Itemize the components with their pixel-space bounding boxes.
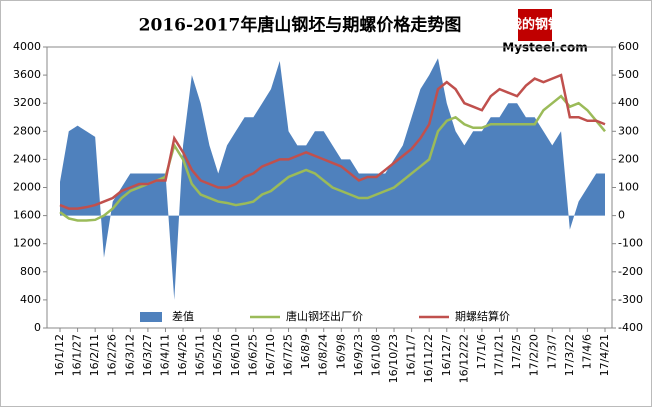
chart-title: 2016-2017年唐山钢坯与期螺价格走势图 — [139, 15, 462, 36]
x-tick-label: 16/8/24 — [317, 334, 330, 376]
y2-tick-label: 600 — [618, 40, 639, 53]
x-tick-label: 17/2/5 — [510, 334, 523, 369]
y-tick-label: 0 — [34, 321, 41, 334]
line — [59, 73, 606, 210]
y-tick-label: 1200 — [13, 237, 41, 250]
x-tick-label: 16/9/23 — [352, 334, 365, 376]
y2-tick-label: -100 — [618, 237, 643, 250]
y2-tick-label: -200 — [618, 265, 643, 278]
x-tick-label: 16/3/27 — [141, 334, 154, 376]
y-tick-label: 2800 — [13, 124, 41, 137]
y2-tick-label: 500 — [618, 68, 639, 81]
x-tick-label: 17/1/21 — [493, 334, 506, 376]
x-tick-label: 16/1/12 — [53, 334, 66, 376]
y2-tick-label: 100 — [618, 181, 639, 194]
y2-tick-label: 0 — [618, 209, 625, 222]
x-tick-label: 16/10/23 — [387, 334, 400, 383]
y2-tick-label: 300 — [618, 124, 639, 137]
x-tick-label: 17/3/7 — [545, 334, 558, 369]
x-tick-label: 16/7/10 — [264, 334, 277, 376]
y-tick-label: 2400 — [13, 152, 41, 165]
legend-label: 唐山钢坯出厂价 — [286, 309, 363, 323]
x-tick-label: 16/4/26 — [176, 334, 189, 376]
x-tick-label: 16/2/26 — [106, 334, 119, 376]
x-tick-label: 16/6/10 — [229, 334, 242, 376]
y2-tick-label: 200 — [618, 152, 639, 165]
x-tick-label: 16/5/11 — [194, 334, 207, 376]
y-tick-label: 4000 — [13, 40, 41, 53]
x-tick-label: 16/11/22 — [422, 334, 435, 383]
x-tick-label: 16/12/7 — [440, 334, 453, 376]
x-tick-label: 16/6/25 — [246, 334, 259, 376]
x-tick-label: 16/2/11 — [88, 334, 101, 376]
legend-label: 差值 — [172, 309, 194, 323]
x-tick-label: 16/12/22 — [457, 334, 470, 383]
y2-tick-label: -400 — [618, 321, 643, 334]
x-tick-label: 16/3/12 — [123, 334, 136, 376]
x-tick-label: 16/5/26 — [211, 334, 224, 376]
y-tick-label: 1600 — [13, 209, 41, 222]
x-tick-label: 17/4/6 — [580, 334, 593, 369]
x-tick-label: 16/11/7 — [405, 334, 418, 376]
logo-mark: 我的钢铁 — [509, 17, 561, 33]
y-tick-label: 2000 — [13, 181, 41, 194]
area — [60, 58, 605, 300]
legend-label: 期螺结算价 — [455, 309, 510, 323]
y-tick-label: 400 — [20, 293, 41, 306]
x-tick-label: 16/10/8 — [369, 334, 382, 376]
y-tick-label: 3200 — [13, 96, 41, 109]
x-tick-label: 16/9/8 — [334, 334, 347, 369]
x-tick-label: 16/8/9 — [299, 334, 312, 369]
x-tick-label: 16/1/27 — [71, 334, 84, 376]
x-tick-label: 17/1/6 — [475, 334, 488, 369]
x-tick-label: 16/7/25 — [282, 334, 295, 376]
y-tick-label: 800 — [20, 265, 41, 278]
x-tick-label: 17/4/21 — [598, 334, 611, 376]
y-tick-label: 3600 — [13, 68, 41, 81]
logo-box — [518, 9, 552, 41]
y2-tick-label: 400 — [618, 96, 639, 109]
legend-swatch — [140, 312, 162, 322]
x-tick-label: 17/2/20 — [528, 334, 541, 376]
y2-tick-label: -300 — [618, 293, 643, 306]
x-tick-label: 16/4/11 — [158, 334, 171, 376]
x-tick-label: 17/3/22 — [563, 334, 576, 376]
